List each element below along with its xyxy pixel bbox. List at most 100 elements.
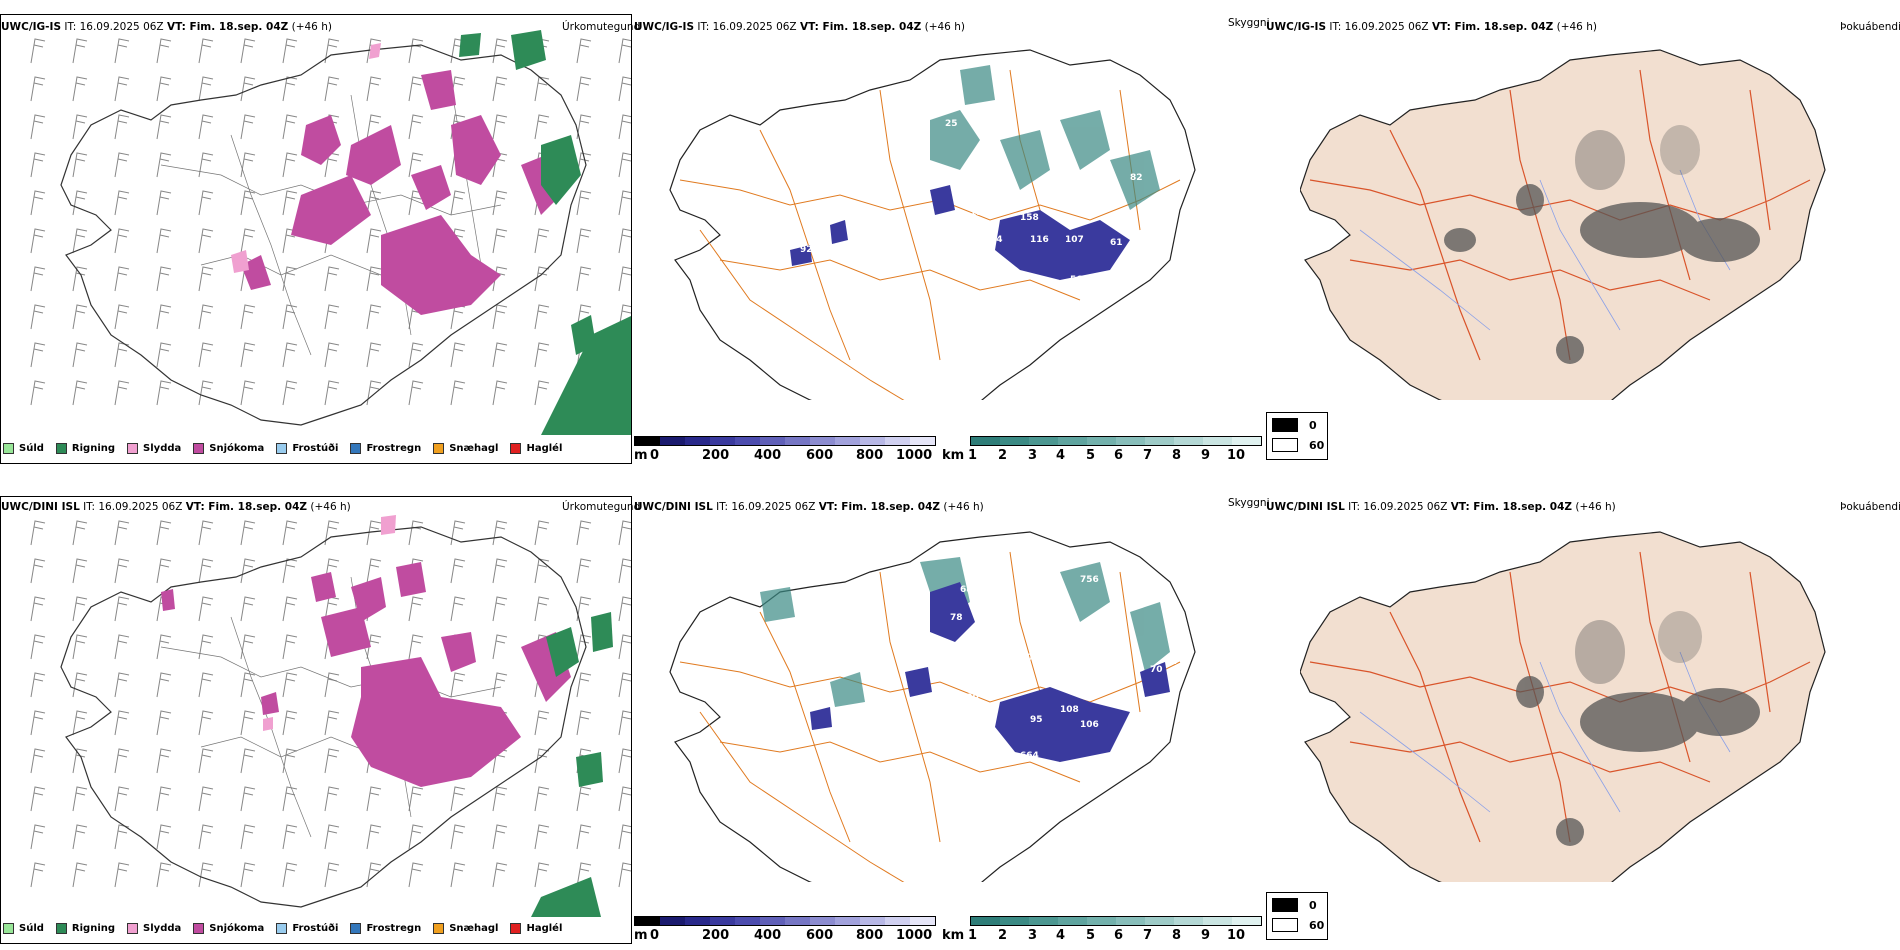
wind-barb bbox=[282, 710, 298, 736]
wind-barb bbox=[198, 342, 214, 368]
wind-barb bbox=[240, 190, 256, 216]
wind-barb bbox=[534, 520, 550, 546]
model-name: UWC/DINI ISL bbox=[634, 501, 713, 513]
swatch bbox=[510, 923, 522, 934]
fog-title-1: Þokuábendi bbox=[1840, 21, 1900, 33]
cloud-base-value: 70 bbox=[1150, 665, 1163, 675]
wind-barb bbox=[324, 672, 340, 698]
cbar-unit: km bbox=[942, 448, 965, 463]
cbar-strip bbox=[970, 916, 1262, 926]
wind-barb bbox=[576, 266, 592, 292]
cloud-base-value: 92 bbox=[800, 245, 813, 255]
cbar-tick: 2 bbox=[998, 928, 1008, 943]
cbar-tick: 9 bbox=[1201, 448, 1211, 463]
cloud-base-value: 131 bbox=[1095, 685, 1114, 695]
cbar-tick: 8 bbox=[1172, 448, 1182, 463]
model-name: UWC/IG-IS bbox=[1, 21, 62, 33]
wind-barb bbox=[282, 558, 298, 584]
swatch bbox=[55, 443, 67, 454]
wind-barb bbox=[114, 786, 130, 812]
wind-barb bbox=[240, 152, 256, 178]
wind-barb bbox=[408, 520, 424, 546]
legend-label: Frostregn bbox=[366, 443, 422, 454]
wind-barb bbox=[114, 380, 130, 406]
wind-barb bbox=[30, 228, 46, 254]
cloud-base-value: 105 bbox=[810, 227, 829, 237]
wind-barb bbox=[240, 558, 256, 584]
wind-barb bbox=[618, 710, 631, 736]
cloud-base-value: 11 bbox=[810, 333, 823, 343]
wind-barb bbox=[114, 558, 130, 584]
wind-barb bbox=[492, 558, 508, 584]
wind-barb bbox=[534, 862, 550, 888]
wind-barb bbox=[156, 862, 172, 888]
precip-title-2: Úrkomutegund bbox=[562, 501, 641, 513]
cbar-segment bbox=[685, 437, 710, 445]
wind-barb bbox=[492, 380, 508, 406]
wind-barb bbox=[576, 228, 592, 254]
cbar-tick: 400 bbox=[754, 928, 782, 943]
wind-barb bbox=[72, 380, 88, 406]
wind-barb bbox=[30, 114, 46, 140]
wind-barb bbox=[282, 596, 298, 622]
wind-barb bbox=[72, 304, 88, 330]
wind-barb bbox=[408, 76, 424, 102]
wind-barb bbox=[30, 862, 46, 888]
cbar-tick: 800 bbox=[856, 928, 884, 943]
wind-barb bbox=[114, 190, 130, 216]
cbar-tick: 600 bbox=[806, 448, 834, 463]
wind-barb bbox=[30, 786, 46, 812]
cbar-segment bbox=[735, 917, 760, 925]
wind-barb bbox=[282, 520, 298, 546]
cloud-base-value: 95 bbox=[1030, 715, 1043, 725]
wind-barb bbox=[30, 824, 46, 850]
wind-barb bbox=[576, 38, 592, 64]
cbar-tick: 1000 bbox=[896, 448, 933, 463]
cloud-base-value: 25 bbox=[990, 670, 1003, 680]
cbar-segment bbox=[971, 917, 1000, 925]
iceland-outline bbox=[60, 44, 587, 426]
wind-barb bbox=[408, 862, 424, 888]
cloud-base-value: 68 bbox=[960, 585, 973, 595]
legend-item: Haglél bbox=[510, 923, 562, 934]
vt-label: VT: Fim. 18.sep. 04Z bbox=[166, 21, 289, 33]
wind-barb bbox=[324, 380, 340, 406]
wind-barb bbox=[534, 558, 550, 584]
wind-barb bbox=[198, 38, 214, 64]
wind-barb bbox=[618, 152, 631, 178]
wind-barb bbox=[114, 304, 130, 330]
legend-label: Slydda bbox=[143, 443, 182, 454]
cbar-tick: 9 bbox=[1201, 928, 1211, 943]
swatch bbox=[127, 443, 139, 454]
wind-barb bbox=[576, 824, 592, 850]
cloud-base-colorbar-2: m 0 200 400 600 800 1000 bbox=[634, 916, 936, 946]
wind-barb bbox=[576, 672, 592, 698]
cbar-segment bbox=[735, 437, 760, 445]
wind-barb bbox=[576, 862, 592, 888]
legend-item: Snjókoma bbox=[193, 443, 264, 454]
wind-barb bbox=[72, 114, 88, 140]
vt-label: VT: Fim. 18.sep. 04Z bbox=[1431, 21, 1554, 33]
wind-barb bbox=[156, 520, 172, 546]
wind-barb bbox=[534, 114, 550, 140]
model-name: UWC/IG-IS bbox=[634, 21, 695, 33]
wind-barb bbox=[492, 520, 508, 546]
row2-precip-panel: Súld Rigning Slydda Snjókoma Frostúði Fr… bbox=[0, 496, 632, 944]
legend-item: Súld bbox=[3, 443, 44, 454]
cbar-segment bbox=[1232, 917, 1261, 925]
wind-barb bbox=[534, 824, 550, 850]
legend-item: Frostúði bbox=[276, 923, 338, 934]
cloud-base-value: 108 bbox=[1060, 705, 1079, 715]
wind-barb bbox=[240, 76, 256, 102]
cbar-unit: m bbox=[634, 448, 648, 463]
cloud-base-value: 20 bbox=[1130, 595, 1143, 605]
fog-low-label: 60 bbox=[1309, 919, 1325, 932]
cloud-base-value: 18 bbox=[1160, 153, 1173, 163]
wind-barb bbox=[618, 266, 631, 292]
wind-barb bbox=[408, 114, 424, 140]
wind-barb bbox=[30, 634, 46, 660]
wind-barb bbox=[198, 558, 214, 584]
precip-map-2 bbox=[30, 515, 631, 917]
wind-barb bbox=[282, 342, 298, 368]
wind-barb bbox=[618, 596, 631, 622]
